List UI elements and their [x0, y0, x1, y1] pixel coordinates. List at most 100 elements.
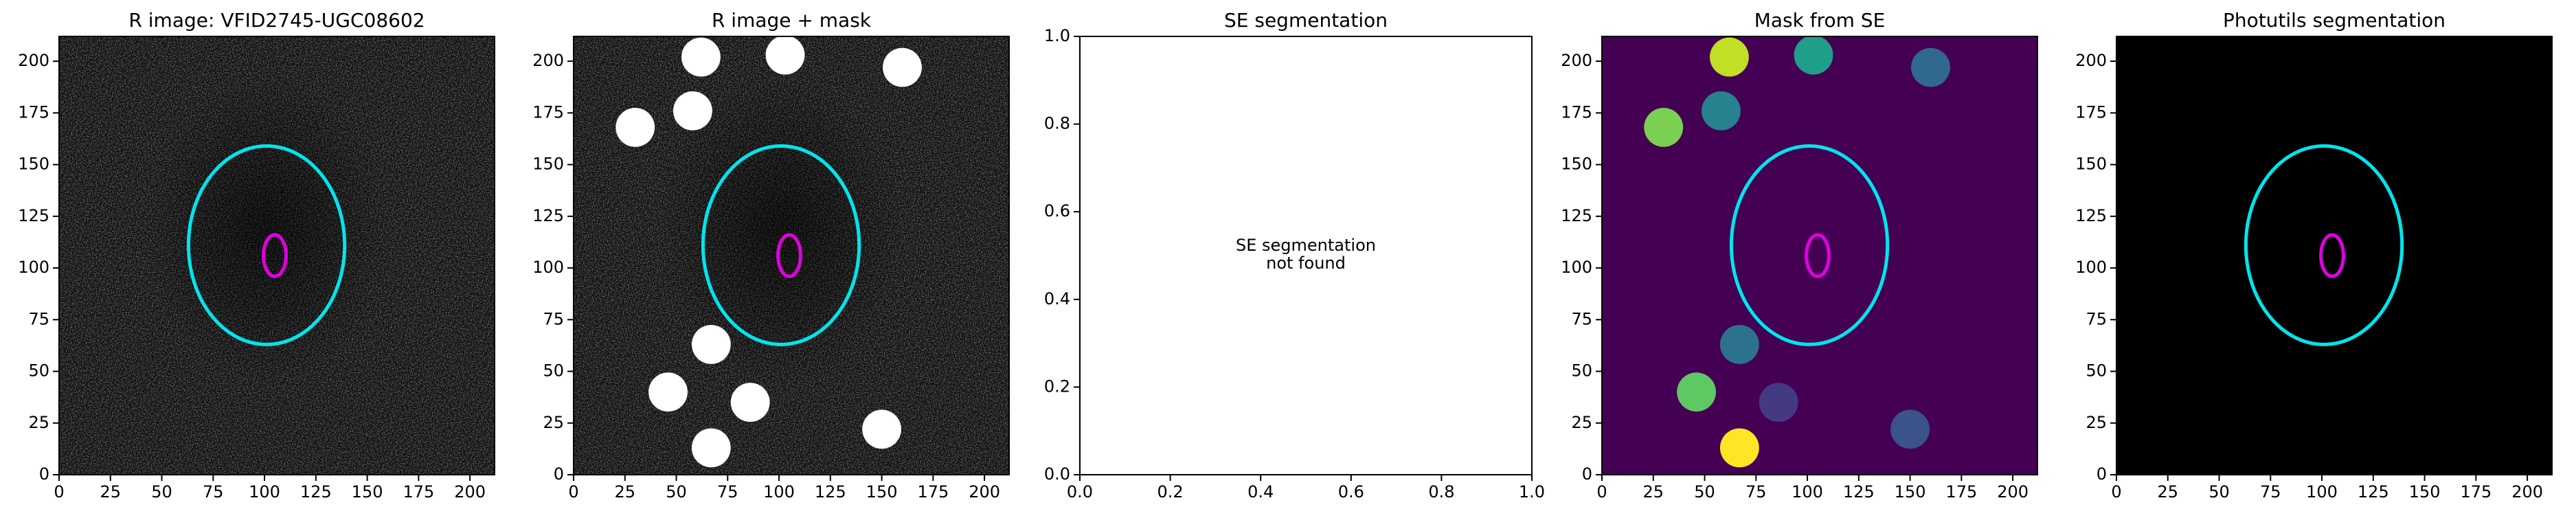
- mask-circle: [1677, 372, 1716, 412]
- y-tick-label: 50: [2086, 361, 2107, 381]
- x-tick-label: 25: [100, 482, 121, 502]
- x-tick-label: 50: [1694, 482, 1715, 502]
- x-tick-label: 0: [2111, 482, 2121, 502]
- mask-circle: [691, 428, 731, 468]
- aperture-ellipse: [701, 144, 861, 346]
- y-tick-label: 25: [543, 413, 564, 432]
- mask-circle: [1890, 409, 1930, 449]
- y-tick-label: 125: [532, 206, 564, 225]
- y-tick-label: 100: [1561, 258, 1592, 277]
- x-tick-label: 125: [1843, 482, 1875, 502]
- y-tick-label: 0: [1582, 464, 1592, 484]
- y-tick-label: 150: [532, 155, 564, 174]
- x-tick-label: 100: [249, 482, 280, 502]
- y-tick-label: 175: [18, 102, 49, 122]
- panel-title: R image: VFID2745-UGC08602: [128, 9, 425, 32]
- axes-frame: [1601, 36, 2038, 475]
- x-tick-label: 200: [969, 482, 1000, 502]
- aperture-ellipse: [1729, 144, 1890, 346]
- aperture-ellipse: [186, 144, 347, 346]
- y-tick-label: 0.6: [1044, 201, 1070, 221]
- mask-circle: [691, 324, 731, 364]
- image-bg: [1602, 36, 2037, 475]
- x-tick-label: 200: [454, 482, 486, 502]
- x-tick-label: 25: [2157, 482, 2178, 502]
- panel-title: Photutils segmentation: [2223, 9, 2445, 32]
- aperture-ellipse: [2319, 233, 2345, 278]
- x-tick-label: 100: [1792, 482, 1823, 502]
- aperture-ellipse: [262, 233, 288, 278]
- x-tick-label: 0.4: [1247, 482, 1274, 502]
- mask-circle: [1911, 47, 1950, 87]
- y-tick-label: 50: [28, 361, 49, 381]
- x-tick-label: 100: [763, 482, 795, 502]
- axes-frame: [573, 36, 1010, 475]
- plot-area: [574, 36, 1009, 475]
- y-tick-label: 0.4: [1044, 289, 1070, 308]
- y-tick-label: 175: [532, 102, 564, 122]
- x-tick-label: 175: [917, 482, 949, 502]
- x-tick-label: 200: [2511, 482, 2543, 502]
- y-tick-label: 25: [28, 413, 49, 432]
- y-tick-label: 0: [2097, 464, 2107, 484]
- y-tick-label: 50: [543, 361, 564, 381]
- panel-title: Mask from SE: [1754, 9, 1886, 32]
- mask-circle: [1702, 91, 1741, 131]
- y-tick-label: 1.0: [1044, 26, 1070, 45]
- mask-circle: [615, 108, 655, 147]
- y-tick-label: 100: [532, 258, 564, 277]
- y-tick-label: 0.2: [1044, 376, 1070, 396]
- y-tick-label: 75: [543, 309, 564, 328]
- x-tick-label: 0.8: [1428, 482, 1454, 502]
- plot-area: [1080, 36, 1532, 475]
- mask-circle: [862, 409, 901, 449]
- x-tick-label: 175: [403, 482, 434, 502]
- y-tick-label: 150: [18, 155, 49, 174]
- mask-circle: [730, 383, 770, 423]
- mask-circle: [1710, 37, 1749, 77]
- y-tick-label: 125: [18, 206, 49, 225]
- x-tick-label: 200: [1997, 482, 2029, 502]
- y-tick-label: 125: [2075, 206, 2107, 225]
- mask-circle: [673, 91, 712, 131]
- x-tick-label: 150: [352, 482, 383, 502]
- axes-frame: [2116, 36, 2553, 475]
- x-tick-label: 75: [717, 482, 738, 502]
- mask-circle: [1794, 36, 1833, 75]
- x-tick-label: 150: [1895, 482, 1926, 502]
- y-tick-label: 0: [39, 464, 49, 484]
- axes-frame: [1079, 36, 1533, 475]
- aperture-ellipse: [2244, 144, 2404, 346]
- panel-title: SE segmentation: [1224, 9, 1388, 32]
- y-tick-label: 200: [18, 51, 49, 70]
- y-tick-label: 125: [1561, 206, 1592, 225]
- aperture-ellipse: [776, 233, 802, 278]
- mask-circle: [883, 47, 922, 87]
- axes-bg: [1080, 36, 1532, 475]
- x-tick-label: 0.2: [1157, 482, 1184, 502]
- plot-area: [59, 36, 495, 475]
- y-tick-label: 200: [2075, 51, 2107, 70]
- mask-circle: [1759, 383, 1798, 423]
- y-tick-label: 100: [18, 258, 49, 277]
- y-tick-label: 200: [1561, 51, 1592, 70]
- mask-circle: [648, 372, 688, 412]
- x-tick-label: 125: [300, 482, 332, 502]
- x-tick-label: 125: [815, 482, 846, 502]
- y-tick-label: 100: [2075, 258, 2107, 277]
- y-tick-label: 25: [1571, 413, 1592, 432]
- x-tick-label: 50: [666, 482, 687, 502]
- y-tick-label: 200: [532, 51, 564, 70]
- panel-title: R image + mask: [712, 9, 872, 32]
- mask-circle: [1719, 324, 1759, 364]
- galaxy-glow: [143, 76, 390, 386]
- x-tick-label: 50: [151, 482, 172, 502]
- x-tick-label: 0: [54, 482, 64, 502]
- x-tick-label: 150: [866, 482, 898, 502]
- y-tick-label: 0: [554, 464, 564, 484]
- x-tick-label: 0.0: [1067, 482, 1093, 502]
- x-tick-label: 75: [203, 482, 224, 502]
- y-tick-label: 75: [2086, 309, 2107, 328]
- y-tick-label: 150: [1561, 155, 1592, 174]
